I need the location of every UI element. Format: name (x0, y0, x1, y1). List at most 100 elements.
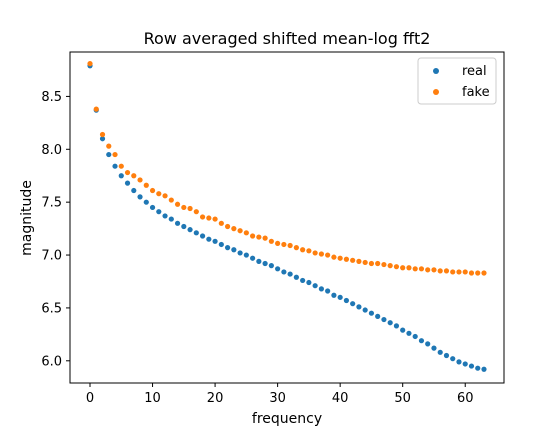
data-point-real (331, 292, 337, 298)
data-point-fake (281, 241, 287, 248)
y-axis: 6.0 6.5 7.0 7.5 8.0 8.5 (41, 90, 70, 369)
y-axis-label: magnitude (19, 180, 35, 256)
data-point-real (456, 359, 462, 365)
data-point-real (431, 345, 437, 351)
x-tick-label: 0 (86, 391, 94, 406)
data-point-real (243, 252, 249, 258)
points-layer (87, 61, 487, 372)
data-point-real (318, 286, 324, 292)
data-point-fake (287, 242, 293, 249)
y-tick-label: 6.5 (41, 301, 62, 316)
data-point-real (362, 307, 368, 313)
data-point-fake (387, 263, 393, 269)
data-point-real (250, 255, 256, 261)
data-point-real (124, 180, 131, 186)
data-point-real (325, 288, 331, 294)
y-tick-label: 8.5 (41, 90, 62, 105)
data-point-real (199, 233, 206, 239)
x-tick-label: 50 (394, 391, 411, 406)
data-point-real (99, 136, 106, 142)
x-tick-label: 40 (332, 391, 349, 406)
data-point-fake (99, 131, 106, 138)
data-point-fake (462, 269, 468, 275)
data-point-real (387, 320, 393, 326)
data-point-real (156, 209, 162, 215)
data-point-fake (174, 201, 181, 207)
data-point-real (106, 151, 112, 158)
chart-title: Row averaged shifted mean-log fft2 (144, 29, 431, 48)
data-point-fake (406, 265, 412, 271)
x-tick-label: 60 (457, 391, 474, 406)
data-point-real (343, 297, 350, 304)
data-point-fake (156, 191, 162, 197)
data-point-fake (450, 269, 456, 275)
data-point-fake (300, 247, 306, 253)
data-point-fake (118, 163, 124, 169)
series-fake (87, 61, 487, 276)
data-point-real (418, 338, 425, 344)
plot-background (70, 52, 504, 383)
data-point-real (400, 327, 406, 333)
data-point-fake (350, 257, 356, 263)
data-point-real (468, 363, 475, 369)
data-point-real (375, 313, 381, 319)
data-point-fake (368, 260, 375, 267)
data-point-fake (187, 205, 193, 212)
data-point-fake (181, 204, 187, 211)
data-point-fake (143, 182, 149, 188)
data-point-fake (437, 268, 443, 274)
data-point-real (293, 274, 299, 280)
x-tick-label: 30 (269, 391, 286, 406)
data-point-real (231, 247, 237, 253)
data-point-fake (93, 106, 99, 112)
x-tick-label: 20 (207, 391, 224, 406)
data-point-fake (212, 216, 218, 222)
data-point-fake (224, 223, 231, 230)
data-point-real (368, 310, 375, 316)
data-point-fake (362, 259, 368, 266)
data-point-real (187, 227, 193, 233)
plot-area (70, 52, 504, 383)
data-point-fake (312, 250, 318, 256)
data-point-fake (268, 238, 274, 244)
data-point-fake (256, 234, 262, 240)
data-point-real (112, 163, 118, 169)
legend-marker-real (433, 68, 439, 74)
data-point-real (193, 230, 199, 236)
y-tick-label: 8.0 (41, 143, 62, 158)
data-point-real (393, 323, 400, 329)
data-point-fake (199, 214, 206, 220)
data-point-real (306, 279, 312, 286)
data-point-fake (293, 245, 299, 251)
data-point-fake (237, 228, 243, 234)
data-point-fake (393, 264, 400, 270)
data-point-fake (193, 209, 199, 215)
data-point-real (237, 250, 243, 256)
data-point-real (350, 301, 356, 307)
data-point-real (262, 260, 268, 267)
data-point-real (168, 216, 174, 222)
data-point-fake (325, 252, 331, 258)
data-point-fake (275, 240, 281, 247)
data-point-fake (481, 270, 487, 276)
data-point-fake (243, 230, 249, 236)
y-tick-label: 6.0 (41, 354, 62, 369)
data-point-fake (87, 61, 93, 67)
data-point-real (281, 269, 287, 275)
data-point-real (137, 194, 143, 200)
data-point-fake (131, 173, 137, 179)
data-point-fake (337, 255, 343, 261)
legend-label-fake: fake (462, 85, 490, 100)
data-point-fake (425, 267, 431, 273)
data-point-real (268, 263, 274, 269)
data-point-fake (375, 260, 381, 267)
data-point-fake (381, 261, 387, 268)
data-point-real (356, 304, 362, 310)
data-point-fake (331, 254, 337, 260)
data-point-real (181, 223, 187, 230)
data-point-real (450, 356, 456, 362)
y-tick-label: 7.5 (41, 196, 62, 211)
data-point-real (337, 294, 343, 300)
legend-marker-fake (433, 89, 439, 95)
